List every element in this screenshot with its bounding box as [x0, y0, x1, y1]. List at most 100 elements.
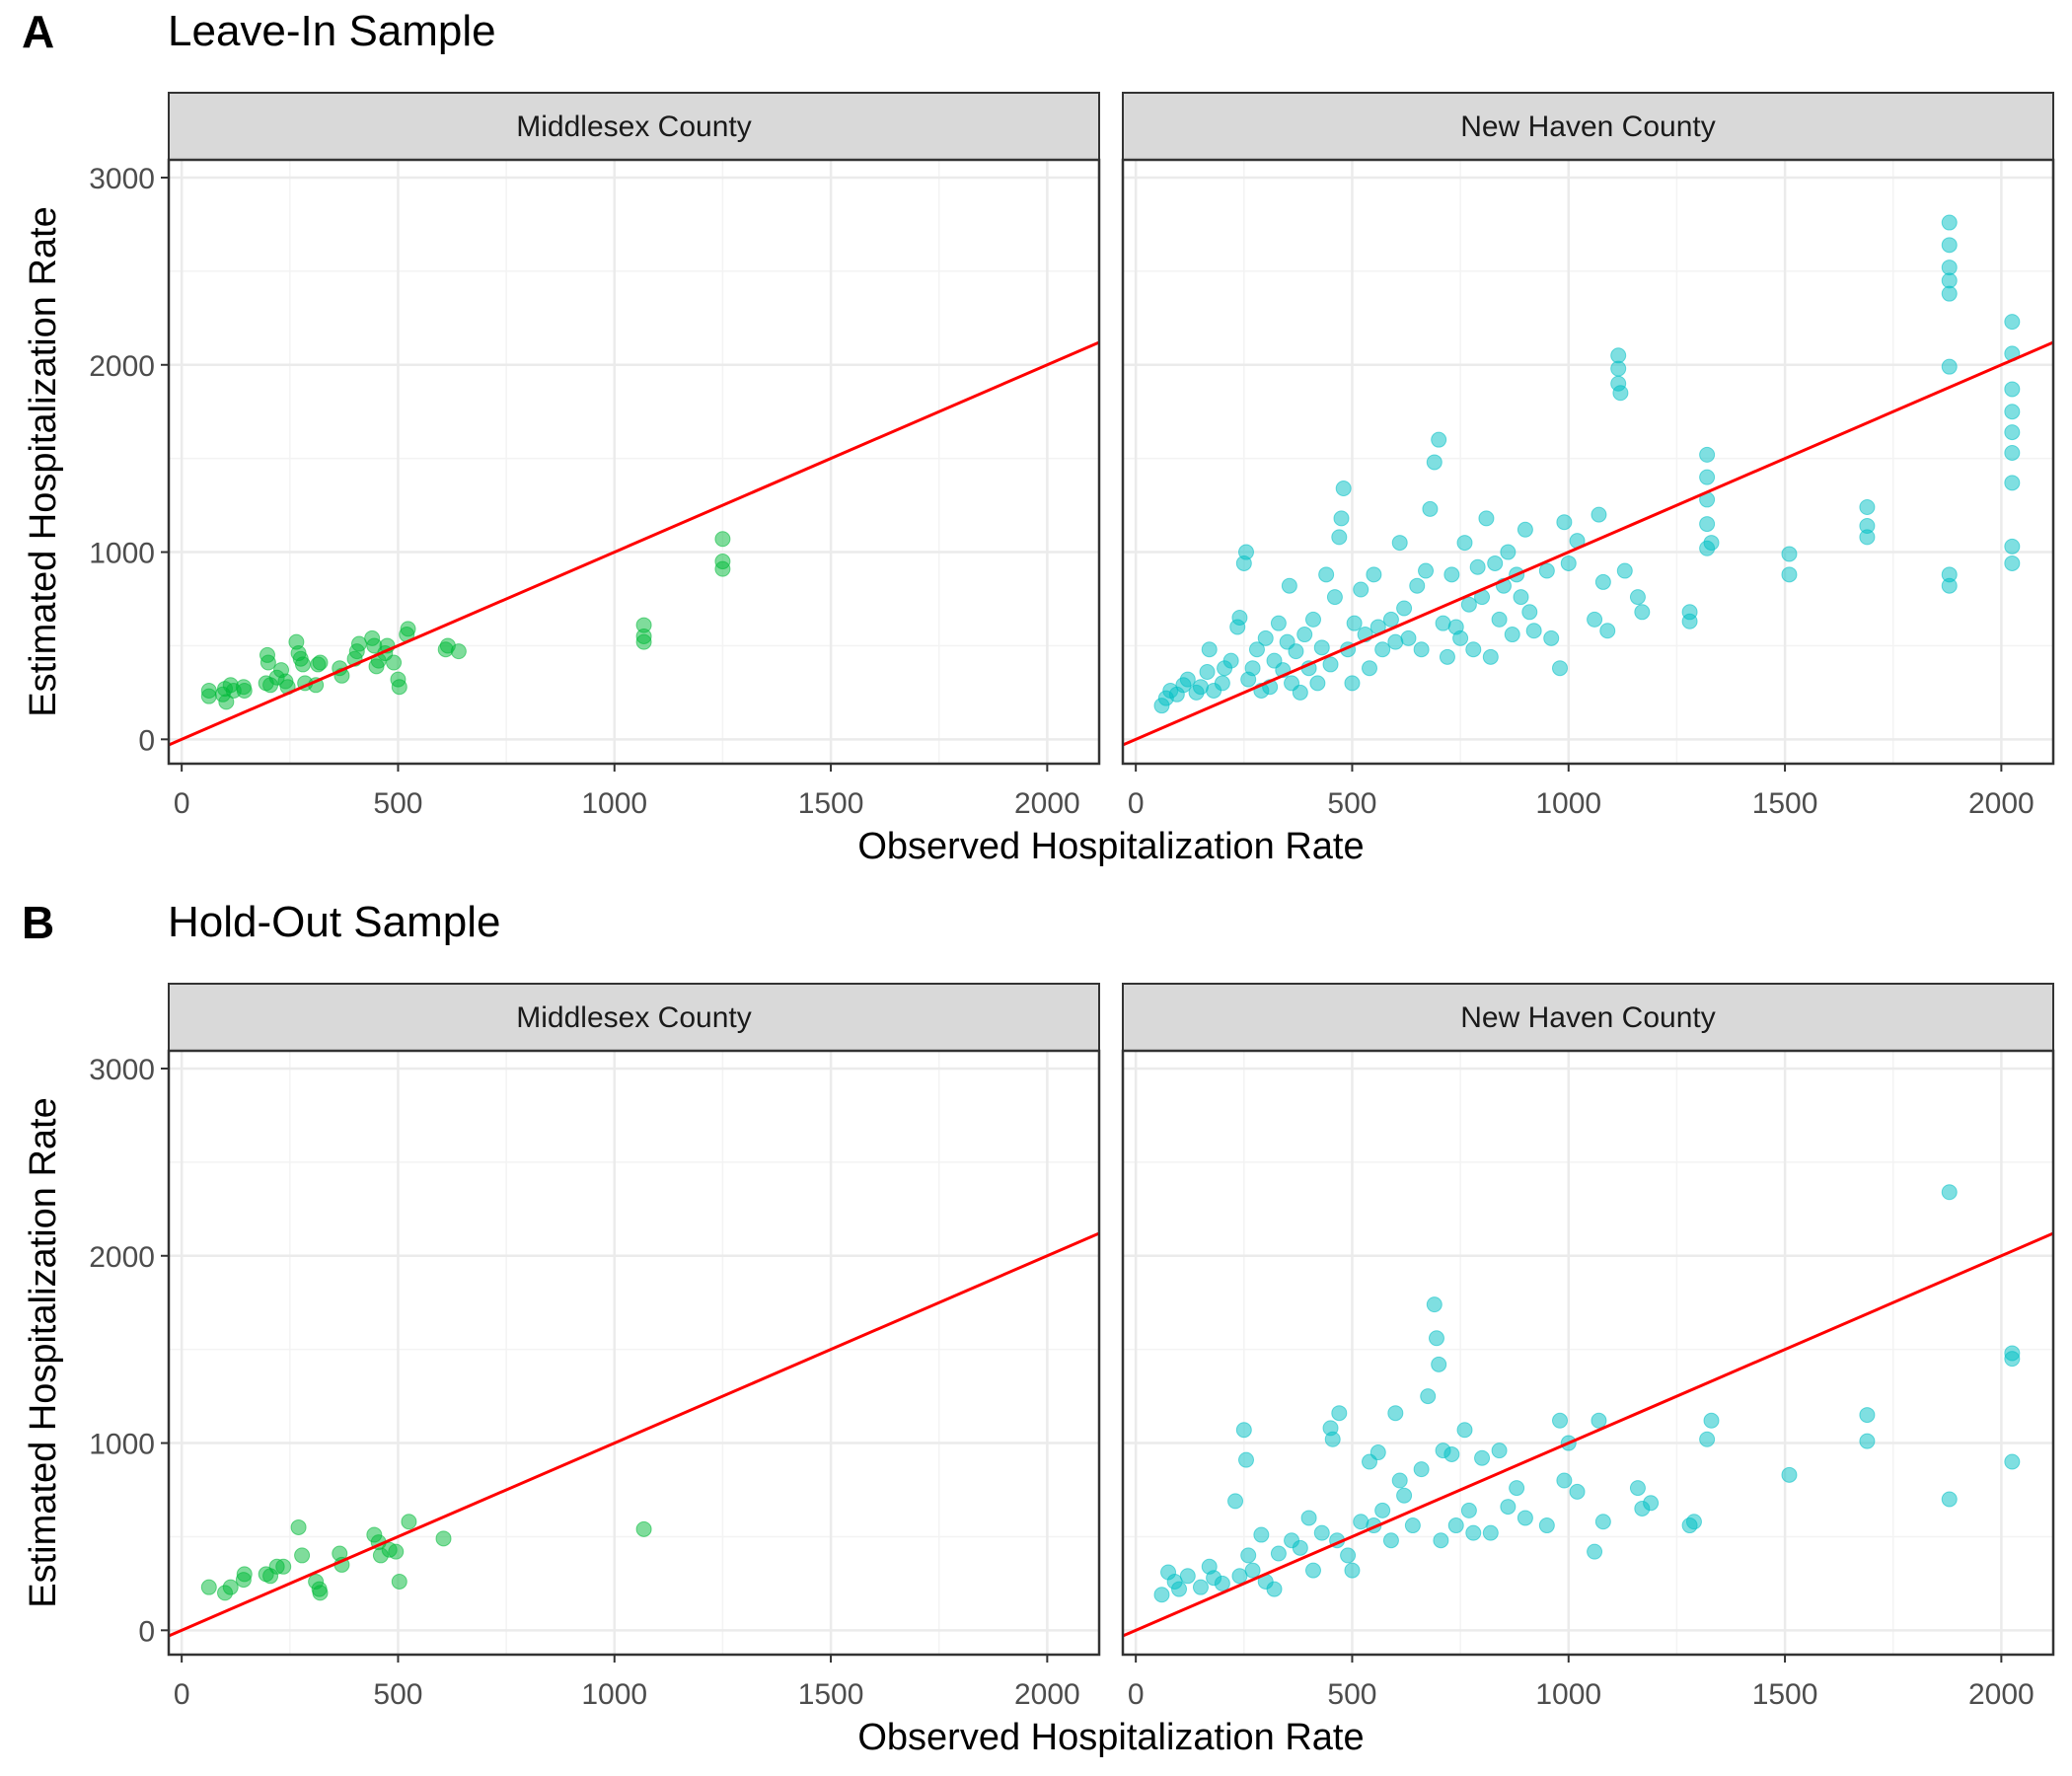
data-point: [1369, 1444, 1386, 1461]
x-tick-label: 1500: [1752, 1678, 1818, 1711]
data-point: [1460, 596, 1477, 613]
data-point: [1487, 555, 1504, 571]
data-points: [1153, 214, 2021, 714]
data-point: [1941, 237, 1958, 254]
x-tick-label: 2000: [1968, 787, 2035, 820]
data-point: [1482, 648, 1499, 665]
panel-title: Leave-In Sample: [168, 7, 496, 55]
data-point: [2004, 555, 2021, 571]
data-point: [1318, 566, 1335, 583]
data-point: [2004, 1351, 2021, 1368]
data-point: [1538, 1517, 1555, 1534]
data-point: [1344, 1562, 1361, 1579]
data-point: [1387, 1405, 1404, 1422]
data-point: [1439, 648, 1455, 665]
data-point: [1340, 1547, 1357, 1564]
data-point: [275, 1558, 292, 1575]
panel-a: A Leave-In Sample Estimated Hospitalizatio…: [22, 6, 2055, 867]
data-point: [1941, 358, 1958, 375]
data-point: [1292, 1539, 1308, 1556]
data-point: [1382, 611, 1399, 628]
data-point: [222, 1579, 239, 1595]
data-point: [1456, 535, 1473, 552]
data-point: [1703, 1412, 1720, 1429]
data-point: [391, 1573, 407, 1590]
data-point: [1396, 1487, 1413, 1504]
reference-line: [169, 1231, 1099, 1638]
panel-border: [1121, 1049, 2055, 1657]
panel-letter: A: [22, 6, 54, 57]
data-point: [1179, 1568, 1196, 1585]
gridlines: [169, 160, 1099, 764]
data-point: [1270, 1545, 1287, 1562]
gridlines: [1123, 160, 2053, 764]
data-point: [1491, 611, 1508, 628]
data-point: [350, 635, 367, 652]
data-point: [1699, 1431, 1716, 1447]
data-point: [1253, 1526, 1270, 1543]
panel-border: [167, 158, 1101, 766]
y-tick-label: 1000: [89, 1429, 155, 1461]
data-point: [1409, 577, 1426, 594]
data-point: [1304, 1562, 1321, 1579]
data-point: [1324, 1431, 1341, 1447]
data-point: [1231, 1568, 1248, 1585]
data-point: [1941, 1491, 1958, 1508]
data-point: [1517, 521, 1533, 538]
data-point: [1560, 555, 1577, 571]
data-point: [1610, 360, 1627, 377]
data-point: [1244, 660, 1261, 677]
data-point: [312, 654, 329, 671]
data-point: [1344, 675, 1361, 692]
x-tick-label: 1000: [581, 787, 647, 820]
x-tick-label: 2000: [1968, 1678, 2035, 1711]
data-point: [2004, 404, 2021, 420]
data-point: [1335, 481, 1352, 497]
data-point: [1556, 514, 1573, 531]
data-point: [1214, 1575, 1230, 1591]
y-tick-label: 2000: [89, 350, 155, 383]
data-point: [1703, 535, 1720, 552]
data-point: [1222, 652, 1239, 669]
panel-letter: B: [22, 897, 54, 948]
data-point: [1443, 1445, 1460, 1462]
data-point: [1238, 544, 1255, 560]
data-point: [1685, 1514, 1702, 1530]
data-point: [1238, 1451, 1255, 1468]
data-point: [1257, 629, 1274, 646]
x-tick-label: 1500: [798, 1678, 864, 1711]
data-point: [1587, 1543, 1603, 1560]
data-point: [1214, 675, 1230, 692]
data-point: [1309, 675, 1326, 692]
gridlines: [169, 1051, 1099, 1655]
x-tick-label: 0: [1128, 787, 1145, 820]
data-point: [1199, 664, 1216, 681]
data-point: [1478, 510, 1495, 527]
facet-middlesex-county: Middlesex County 0 500 1000 1500 2000 0 1000 200…: [89, 983, 1101, 1711]
data-point: [1859, 529, 1876, 546]
y-tick-label: 0: [138, 1615, 155, 1648]
data-point: [1270, 615, 1287, 631]
data-point: [1447, 1517, 1464, 1534]
data-point: [1248, 641, 1265, 658]
data-point: [1431, 1356, 1447, 1372]
data-point: [1859, 1433, 1876, 1449]
data-point: [1452, 629, 1469, 646]
plot-area: [1123, 1051, 2053, 1655]
x-tick-label: 2000: [1014, 1678, 1080, 1711]
data-point: [1681, 613, 1698, 629]
data-point: [1431, 431, 1447, 448]
data-point: [435, 1530, 452, 1547]
data-point: [2004, 475, 2021, 491]
data-point: [1382, 1532, 1399, 1549]
data-point: [1240, 1547, 1257, 1564]
data-point: [1374, 641, 1391, 658]
data-point: [1699, 446, 1716, 463]
data-point: [1153, 1587, 1170, 1603]
data-point: [1362, 660, 1378, 677]
data-point: [1941, 272, 1958, 289]
data-point: [1322, 656, 1339, 673]
x-tick-label: 500: [1327, 787, 1376, 820]
data-point: [1610, 347, 1627, 364]
